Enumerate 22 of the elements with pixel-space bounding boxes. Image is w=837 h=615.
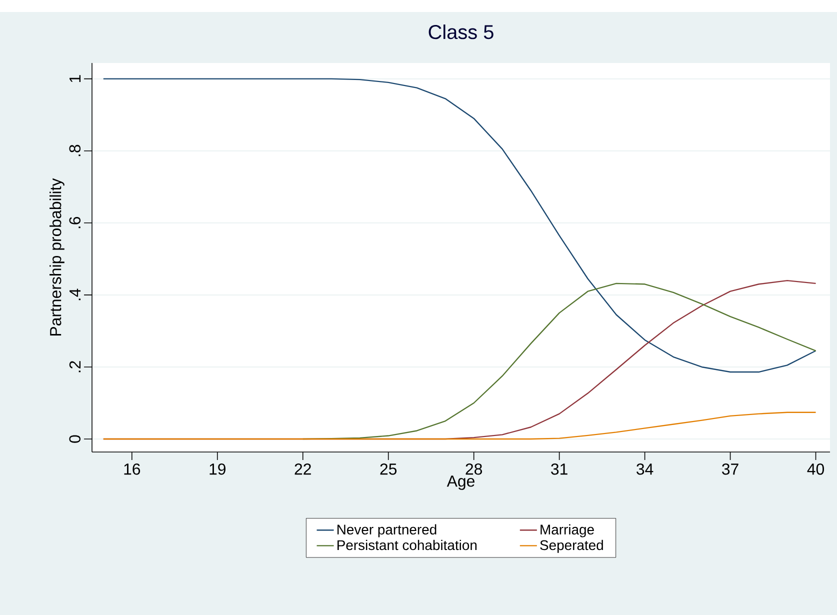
y-tick-label: .6 xyxy=(69,216,81,228)
chart-title: Class 5 xyxy=(428,24,494,40)
y-tick-label: .8 xyxy=(69,144,81,156)
x-tick-label: 25 xyxy=(380,463,397,475)
x-tick-label: 37 xyxy=(722,463,738,475)
x-axis-title: Age xyxy=(446,476,474,490)
x-tick-label: 28 xyxy=(466,463,482,475)
legend-label: Never partnered xyxy=(337,524,436,538)
x-tick-label: 34 xyxy=(636,463,654,475)
y-tick-label: .2 xyxy=(69,361,81,372)
x-tick-label: 31 xyxy=(551,463,568,475)
y-tick-label: .4 xyxy=(70,288,81,300)
legend-label: Marriage xyxy=(540,524,594,538)
y-tick-label: 1 xyxy=(70,75,81,82)
y-axis-title: Partnership probability xyxy=(50,178,64,336)
x-tick-label: 16 xyxy=(124,463,140,475)
legend-label: Seperated xyxy=(540,540,603,553)
legend-label: Persistant cohabitation xyxy=(337,540,477,550)
x-tick-label: 19 xyxy=(210,463,226,475)
x-tick-label: 22 xyxy=(294,463,311,475)
x-tick-label: 40 xyxy=(807,463,824,475)
y-tick-label: 0 xyxy=(69,435,81,443)
